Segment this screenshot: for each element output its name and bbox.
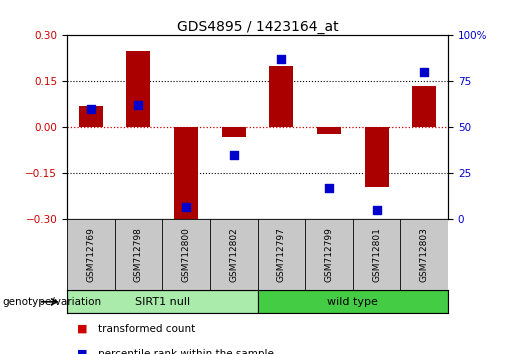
Text: transformed count: transformed count [98,324,195,334]
Point [420,69,428,75]
Point [87,106,95,112]
Text: ■: ■ [77,324,88,334]
Bar [222,127,246,137]
Point [277,57,285,62]
Text: GSM712802: GSM712802 [229,228,238,282]
Bar [317,127,341,133]
Bar [127,51,150,127]
Text: percentile rank within the sample: percentile rank within the sample [98,349,274,354]
Point [182,204,190,210]
Text: wild type: wild type [328,297,378,307]
Point [134,103,143,108]
Bar [258,290,448,313]
Bar [67,290,258,313]
Text: genotype/variation: genotype/variation [3,297,101,307]
Bar [365,127,388,187]
Title: GDS4895 / 1423164_at: GDS4895 / 1423164_at [177,21,338,34]
Bar [413,86,436,127]
Text: GSM712803: GSM712803 [420,227,428,282]
Bar [174,127,198,223]
Bar [79,106,102,127]
Text: GSM712797: GSM712797 [277,227,286,282]
Text: GSM712799: GSM712799 [324,227,333,282]
Point [325,185,333,191]
Text: GSM712801: GSM712801 [372,227,381,282]
Text: GSM712798: GSM712798 [134,227,143,282]
Point [230,152,238,158]
Point [372,207,381,213]
Text: SIRT1 null: SIRT1 null [134,297,190,307]
Text: GSM712800: GSM712800 [182,227,191,282]
Bar [269,66,293,127]
Text: GSM712769: GSM712769 [87,227,95,282]
Text: ■: ■ [77,349,88,354]
